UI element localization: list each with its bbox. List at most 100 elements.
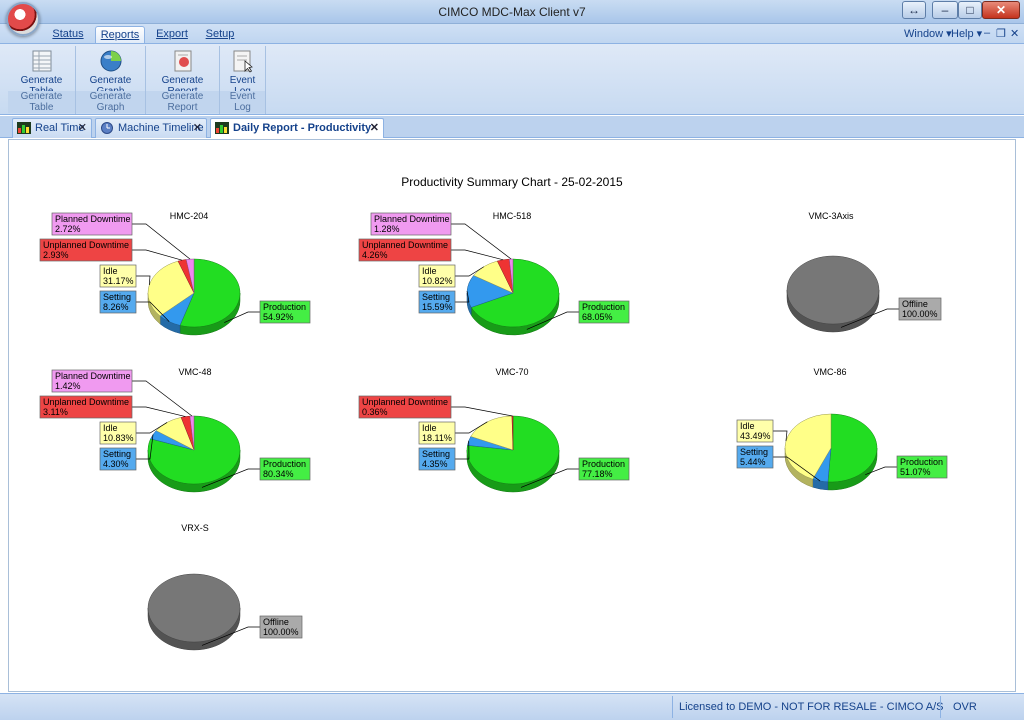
label-name: Production <box>263 302 306 312</box>
leader-line <box>773 430 788 442</box>
label-name: Offline <box>263 617 289 627</box>
label-name: Planned Downtime <box>55 371 131 381</box>
help-menu[interactable]: Help ▾ <box>951 28 983 40</box>
leader-line <box>136 422 168 434</box>
label-value: 31.17% <box>103 276 134 286</box>
label-box <box>896 455 948 479</box>
leader-line <box>224 311 260 323</box>
pie-title: HMC-204 <box>170 211 209 221</box>
label-box <box>418 447 456 471</box>
pie-chart-vmc-48: VMC-48Production80.34%Setting4.30%Idle10… <box>39 367 311 493</box>
label-value: 4.26% <box>362 250 388 260</box>
label-value: 18.11% <box>422 433 452 443</box>
tab-setup[interactable]: Setup <box>198 26 242 44</box>
label-value: 100.00% <box>902 309 938 319</box>
pie-slice-planned <box>185 258 195 294</box>
mdi-close-icon[interactable]: ✕ <box>1010 28 1020 40</box>
mdi-minimize-icon[interactable]: – <box>984 27 991 39</box>
leader-line <box>451 406 513 417</box>
pie-chart-hmc-204: HMC-204Production54.92%Setting8.26%Idle3… <box>39 211 311 336</box>
close-button[interactable]: ✕ <box>982 1 1020 19</box>
leader-line <box>136 301 170 322</box>
tab-reports[interactable]: Reports <box>95 26 145 44</box>
leader-line <box>132 380 193 417</box>
app-logo-icon[interactable] <box>6 2 40 36</box>
generate-table-label-1: Generate <box>20 75 63 86</box>
leader-line <box>455 291 470 303</box>
resize-arrows-button[interactable]: ↔ <box>902 1 926 19</box>
label-box <box>99 447 137 471</box>
pie-title: VMC-86 <box>813 367 846 377</box>
table-icon <box>32 50 51 72</box>
leader-line <box>455 440 470 460</box>
group-label-generate-graph: Generate Graph <box>76 91 145 113</box>
label-value: 100.00% <box>263 627 299 637</box>
label-box <box>370 212 452 236</box>
label-name: Idle <box>422 266 437 276</box>
label-name: Planned Downtime <box>55 214 131 224</box>
event-log-icon <box>233 50 253 73</box>
group-label-generate-table: Generate Table <box>8 91 75 113</box>
label-box <box>39 395 133 419</box>
label-name: Setting <box>103 449 131 459</box>
report-chart-icon <box>215 122 229 134</box>
label-name: Setting <box>422 292 450 302</box>
license-status: Licensed to DEMO - NOT FOR RESALE - CIMC… <box>679 701 944 713</box>
label-value: 8.26% <box>103 302 129 312</box>
label-box <box>578 457 630 481</box>
tab-export[interactable]: Export <box>150 26 194 44</box>
label-name: Unplanned Downtime <box>43 397 129 407</box>
label-box <box>418 264 456 288</box>
chart-title: Productivity Summary Chart - 25-02-2015 <box>401 175 623 189</box>
tab-status[interactable]: Status <box>46 26 90 44</box>
doc-tab-real-time[interactable]: Real Time ✕ <box>12 118 92 138</box>
realtime-chart-icon <box>17 122 31 134</box>
leader-line <box>865 466 897 476</box>
document-tab-bar: Real Time ✕ Machine Timeline ✕ Daily Rep… <box>0 116 1024 153</box>
label-box <box>736 419 774 443</box>
close-tab-icon[interactable]: ✕ <box>77 122 87 134</box>
globe-graph-icon <box>100 50 121 72</box>
doc-tab-daily-report[interactable]: Daily Report - Productivity S... ✕ <box>210 118 384 153</box>
window-menu[interactable]: Window ▾ <box>904 28 952 40</box>
tab-setup-label: Setup <box>205 28 235 40</box>
pie-title: HMC-518 <box>493 211 532 221</box>
close-tab-icon[interactable]: ✕ <box>192 122 202 134</box>
close-tab-icon[interactable]: ✕ <box>369 122 379 134</box>
generate-graph-label-1: Generate <box>89 75 132 86</box>
doc-tab-real-time-label: Real Time <box>35 122 85 134</box>
leader-line <box>773 456 821 482</box>
label-name: Production <box>263 459 306 469</box>
label-value: 10.83% <box>103 433 134 443</box>
minimize-button[interactable]: – <box>932 1 958 19</box>
label-value: 51.07% <box>900 467 931 477</box>
label-value: 15.59% <box>422 302 453 312</box>
group-label-generate-report: Generate Report <box>146 91 219 113</box>
leader-line <box>840 308 899 328</box>
maximize-button[interactable]: □ <box>958 1 982 19</box>
report-content-area: Productivity Summary Chart - 25-02-2015 … <box>8 139 1016 692</box>
status-separator <box>940 696 941 718</box>
doc-tab-machine-timeline[interactable]: Machine Timeline ✕ <box>95 118 207 138</box>
pie-slice-production <box>470 258 560 328</box>
pie-title: VMC-70 <box>495 367 528 377</box>
label-value: 5.44% <box>740 457 766 467</box>
mdi-restore-icon[interactable]: ❐ <box>996 28 1006 40</box>
label-value: 68.05% <box>582 312 613 322</box>
label-box <box>39 238 133 262</box>
pie-slice-production <box>179 258 241 328</box>
